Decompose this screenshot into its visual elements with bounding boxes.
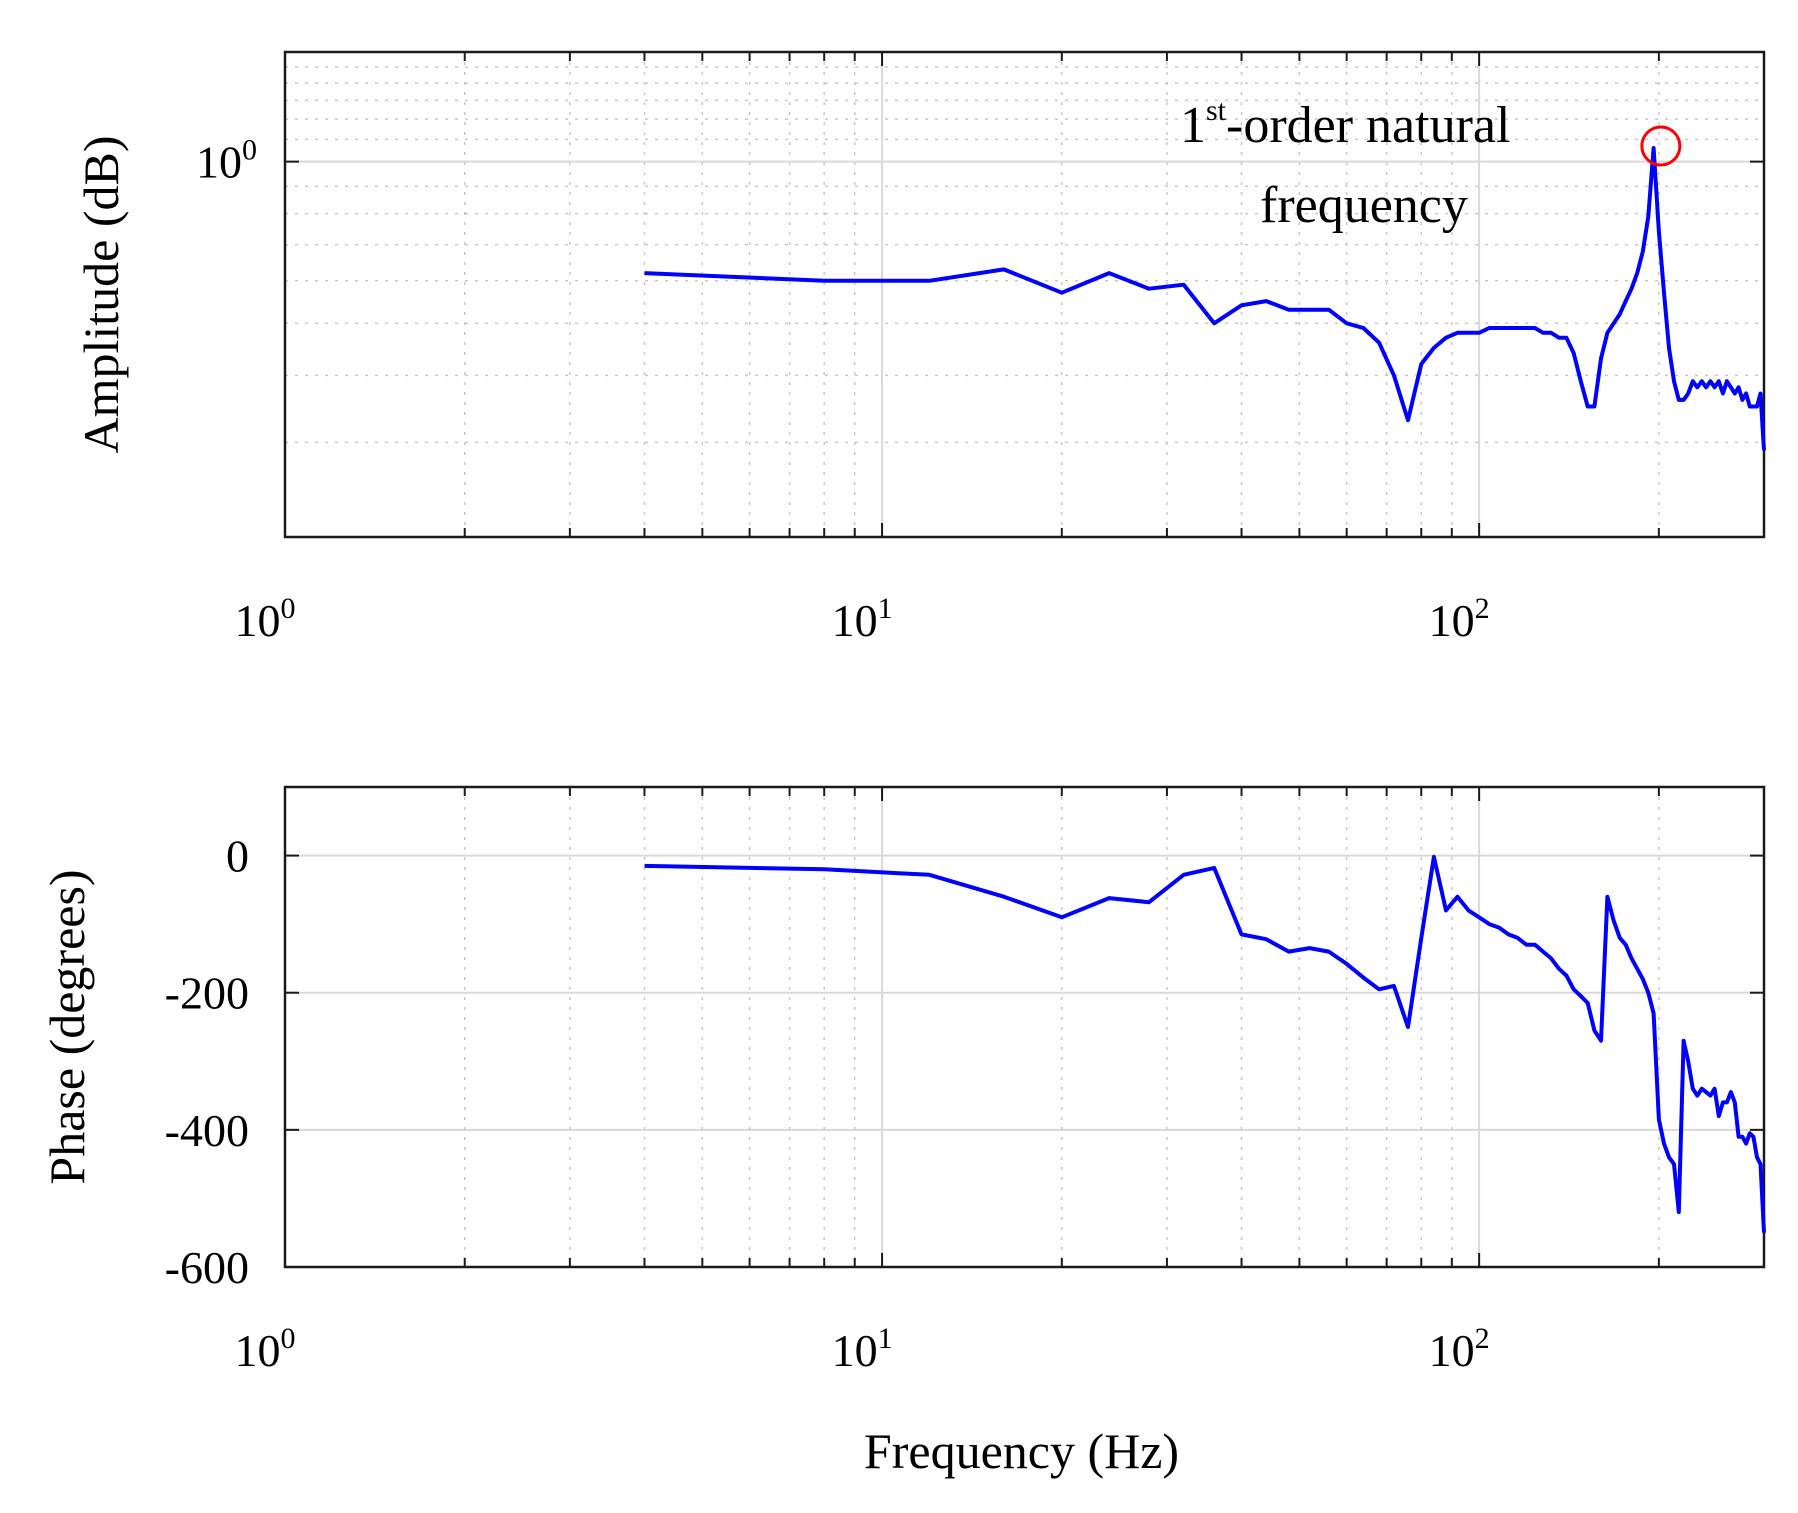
x-tick-label: 100 <box>235 592 296 646</box>
annotation-line1: 1st-order natural <box>1180 94 1510 154</box>
x-tick-label: 102 <box>1429 592 1490 646</box>
y-tick-label: -200 <box>165 968 249 1019</box>
magnitude-axes-frame <box>283 50 1766 539</box>
phase-series-line <box>644 854 1766 1233</box>
y-axis-label: Amplitude (dB) <box>73 135 129 453</box>
y-tick-label: -400 <box>165 1105 249 1156</box>
phase-axes-frame <box>283 785 1766 1269</box>
natural-frequency-marker <box>1640 125 1682 167</box>
y-tick-label: -600 <box>165 1242 249 1293</box>
x-tick-label: 101 <box>832 592 893 646</box>
y-tick-label: 100 <box>196 134 257 188</box>
x-tick-label: 100 <box>235 1322 296 1376</box>
y-axis-label: Phase (degrees) <box>39 869 95 1184</box>
magnitude-plot: 100 100 101 102 Amplitude (dB) 1st-order natu… <box>73 50 1766 646</box>
y-tick-label: 0 <box>226 831 249 882</box>
magnitude-series-line <box>644 146 1766 451</box>
phase-plot: 0 -200 -400 -600 100 101 102 Phase (degrees) Fre… <box>39 785 1766 1479</box>
x-axis-label: Frequency (Hz) <box>864 1423 1179 1479</box>
annotation-line2: frequency <box>1260 177 1468 234</box>
x-tick-label: 101 <box>832 1322 893 1376</box>
x-tick-label: 102 <box>1429 1322 1490 1376</box>
